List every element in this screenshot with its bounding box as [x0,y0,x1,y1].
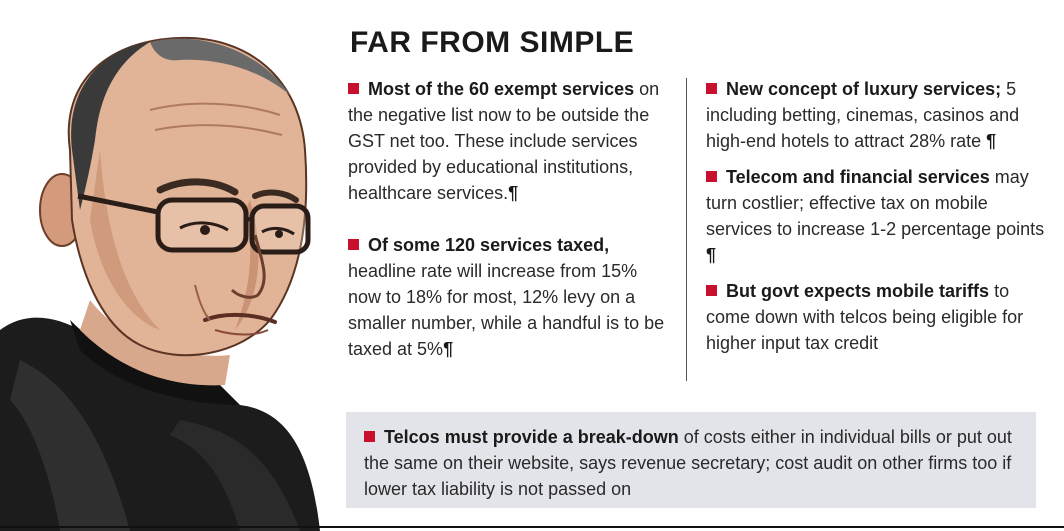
list-item: Of some 120 services taxed, headline rat… [348,235,665,359]
bottom-rule [0,526,1064,528]
bullet-icon [706,83,717,94]
bullet-icon [706,171,717,182]
bullet-icon [364,431,375,442]
portrait-illustration [0,36,320,531]
right-column: New concept of luxury services; 5 includ… [706,76,1051,356]
headline: FAR FROM SIMPLE [350,26,635,59]
bullet-icon [706,285,717,296]
list-item: Telecom and financial services may turn … [706,167,1045,265]
callout-text: Telcos must provide a break-down of cost… [364,427,1012,499]
list-item: New concept of luxury services; 5 includ… [706,79,1020,151]
list-item: Most of the 60 exempt services on the ne… [348,79,660,203]
bullet-icon [348,239,359,250]
list-item: But govt expects mobile tariffs to come … [706,281,1024,353]
column-divider [686,78,687,381]
left-column: Most of the 60 exempt services on the ne… [348,76,673,362]
bullet-icon [348,83,359,94]
callout-box: Telcos must provide a break-down of cost… [346,412,1036,508]
